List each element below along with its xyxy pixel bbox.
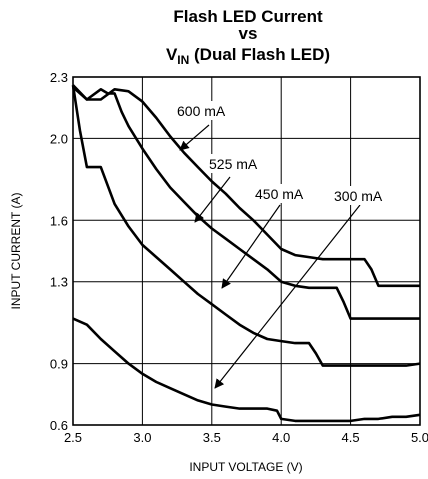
series-line-525-ma xyxy=(72,86,420,320)
annotation-600ma: 600 mA xyxy=(177,103,226,119)
annotation-525ma: 525 mA xyxy=(209,156,258,172)
y-tick-labels: 0.6 0.9 1.3 1.6 2.0 2.3 xyxy=(50,70,68,433)
series-group xyxy=(71,84,421,423)
annotation-bg-450ma xyxy=(251,184,321,203)
series-line-600-ma xyxy=(72,84,420,288)
chart-title-line-1: Flash LED Current xyxy=(173,7,323,26)
chart-title-vin-sub: IN xyxy=(177,53,189,67)
x-tick-label-5-0: 5.0 xyxy=(411,430,428,445)
annotation-arrow-450ma xyxy=(221,204,281,289)
chart-title-vin-main: V xyxy=(166,45,178,64)
annotation-arrow-600ma xyxy=(179,124,210,151)
annotation-bg-600ma xyxy=(173,101,241,120)
annotation-300ma: 300 mA xyxy=(334,188,383,204)
annotation-bg-525ma xyxy=(206,154,272,173)
y-tick-label-2-0: 2.0 xyxy=(50,131,68,146)
y-tick-label-1-3: 1.3 xyxy=(50,275,68,290)
annotation-bg-300ma xyxy=(330,186,398,205)
chart-title-line-2: vs xyxy=(239,24,258,43)
y-tick-label-2-3: 2.3 xyxy=(50,70,68,85)
y-tick-label-0-6: 0.6 xyxy=(50,418,68,433)
series-line-450-ma xyxy=(71,85,421,367)
x-tick-label-3-0: 3.0 xyxy=(133,430,151,445)
y-tick-label-0-9: 0.9 xyxy=(50,357,68,372)
y-tick-label-1-6: 1.6 xyxy=(50,213,68,228)
y-axis-label: INPUT CURRENT (A) xyxy=(9,193,23,310)
plot-frame xyxy=(72,76,421,426)
x-tick-labels: 2.5 3.0 3.5 4.0 4.5 5.0 xyxy=(64,430,428,445)
annotation-450ma: 450 mA xyxy=(255,186,304,202)
chart-title-line-3: VIN (Dual Flash LED) xyxy=(166,45,330,67)
x-tick-label-4-5: 4.5 xyxy=(342,430,360,445)
chart-title-rest: (Dual Flash LED) xyxy=(189,45,330,64)
annotation-arrow-300ma xyxy=(214,204,361,389)
grid xyxy=(73,77,420,425)
annotation-arrow-525ma xyxy=(194,176,231,223)
x-tick-label-3-5: 3.5 xyxy=(203,430,221,445)
x-tick-label-4-0: 4.0 xyxy=(272,430,290,445)
x-axis-label: INPUT VOLTAGE (V) xyxy=(189,460,302,474)
x-tick-label-2-5: 2.5 xyxy=(64,430,82,445)
series-line-300-ma xyxy=(72,317,421,423)
